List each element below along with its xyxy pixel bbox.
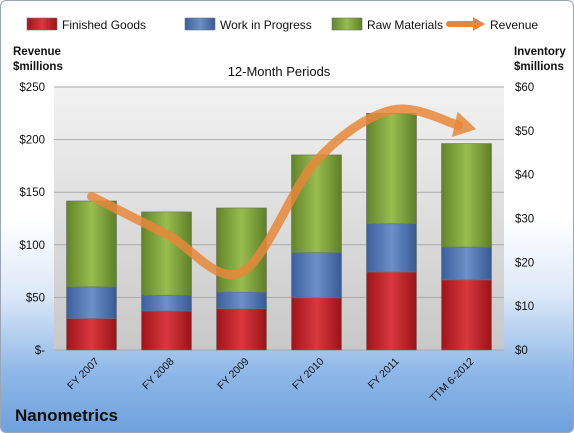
bar-finished-goods-ttm-6-2012 [441, 279, 492, 351]
legend-swatch-raw-materials [331, 17, 363, 31]
x-tick-label: FY 2011 [366, 356, 402, 392]
x-tick-label: FY 2009 [215, 356, 252, 393]
gridlines [54, 86, 504, 351]
left-tick-label: $50 [26, 292, 45, 304]
revenue-line [87, 104, 477, 279]
legend-swatch-work-in-progress [184, 17, 216, 31]
x-tick-label: FY 2010 [290, 356, 327, 393]
bar-finished-goods-fy-2011 [366, 271, 417, 351]
bar-work-in-progress-fy-2011 [366, 223, 417, 273]
x-tick-label: FY 2007 [65, 356, 102, 393]
right-tick-label: $40 [515, 170, 534, 182]
bar-work-in-progress-fy-2009 [216, 291, 267, 310]
bar-raw-materials-fy-2010 [291, 154, 342, 253]
legend-arrow-revenue [473, 17, 485, 31]
bar-raw-materials-fy-2007 [66, 200, 117, 288]
bar-finished-goods-fy-2009 [216, 308, 267, 351]
bar-work-in-progress-ttm-6-2012 [441, 246, 492, 281]
legend: Finished Goods Work in Progress Raw Materi… [26, 17, 538, 32]
right-tick-label: $60 [515, 82, 534, 94]
bar-finished-goods-fy-2010 [291, 297, 342, 351]
bar-work-in-progress-fy-2007 [66, 286, 117, 319]
x-tick-label: FY 2008 [140, 356, 177, 393]
legend-label-revenue: Revenue [490, 18, 538, 32]
right-tick-label: $10 [515, 301, 534, 313]
x-axis: FY 2007 FY 2008 FY 2009 FY 2010 FY 2011 TTM 6… [65, 356, 477, 405]
chart-title: 12-Month Periods [228, 64, 331, 79]
right-tick-label: $20 [515, 257, 534, 269]
right-tick-label: $30 [515, 214, 534, 226]
legend-label-finished-goods: Finished Goods [62, 18, 146, 32]
left-tick-label: $100 [19, 240, 45, 252]
left-tick-label: $- [35, 345, 45, 357]
left-tick-label: $200 [19, 135, 45, 147]
left-axis: $- $50 $100 $150 $200 $250 [19, 82, 45, 357]
right-tick-label: $0 [515, 345, 528, 357]
revenue-line-path [87, 104, 464, 279]
bar-finished-goods-fy-2008 [141, 310, 192, 351]
company-name: Nanometrics [15, 406, 118, 425]
x-tick-label: TTM 6-2012 [428, 356, 477, 405]
bar-finished-goods-fy-2007 [66, 318, 117, 351]
revenue-arrowhead [451, 111, 477, 138]
left-tick-label: $250 [19, 82, 45, 94]
legend-label-raw-materials: Raw Materials [367, 18, 443, 32]
legend-label-work-in-progress: Work in Progress [220, 18, 312, 32]
bar-work-in-progress-fy-2010 [291, 252, 342, 299]
bar-raw-materials-fy-2011 [366, 113, 417, 225]
left-axis-label: Revenue [13, 46, 61, 58]
legend-swatch-finished-goods [26, 17, 58, 31]
bar-work-in-progress-fy-2008 [141, 294, 192, 312]
bars [66, 113, 492, 351]
left-axis-unit: $millions [13, 61, 63, 73]
right-tick-label: $50 [515, 126, 534, 138]
bar-raw-materials-ttm-6-2012 [441, 143, 492, 248]
left-tick-label: $150 [19, 187, 45, 199]
right-axis: $0 $10 $20 $30 $40 $50 $60 [515, 82, 534, 357]
right-axis-unit: $millions [514, 61, 564, 73]
right-axis-label: Inventory [514, 46, 566, 58]
